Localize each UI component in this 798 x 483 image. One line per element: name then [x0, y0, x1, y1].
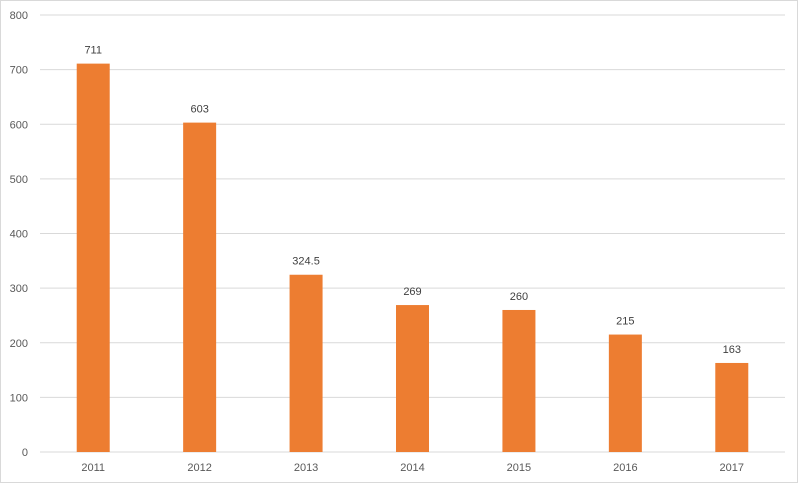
data-labels: 711 603 324.5 269 260 215 163 [84, 45, 741, 356]
bar-2014 [396, 305, 429, 452]
data-label-2017: 163 [723, 344, 741, 356]
y-tick-label: 600 [10, 119, 28, 131]
x-tick-label: 2016 [613, 462, 637, 474]
y-tick-label: 200 [10, 338, 28, 350]
x-tick-label: 2017 [720, 462, 744, 474]
y-tick-label: 400 [10, 229, 28, 241]
data-label-2013: 324.5 [292, 256, 320, 268]
y-tick-label: 100 [10, 392, 28, 404]
x-axis-ticks: 2011 2012 2013 2014 2015 2016 2017 [81, 462, 744, 474]
bar-2012 [183, 122, 217, 452]
data-label-2012: 603 [190, 104, 208, 116]
bar-2011 [76, 63, 110, 453]
y-tick-label: 300 [10, 283, 28, 295]
bars [76, 63, 749, 453]
y-tick-label: 0 [22, 447, 28, 459]
data-label-2011: 711 [84, 45, 102, 57]
x-tick-label: 2013 [294, 462, 318, 474]
x-tick-label: 2014 [400, 462, 424, 474]
data-label-2014: 269 [403, 286, 421, 298]
y-tick-label: 800 [10, 10, 28, 22]
y-tick-label: 700 [10, 65, 28, 77]
x-tick-label: 2012 [187, 462, 211, 474]
bar-2015 [502, 309, 536, 452]
data-label-2016: 215 [616, 316, 634, 328]
gridlines [40, 14, 785, 453]
x-tick-label: 2011 [81, 462, 105, 474]
bar-2017 [715, 362, 749, 452]
bar-2013 [289, 274, 323, 452]
x-tick-label: 2015 [507, 462, 531, 474]
y-tick-label: 500 [10, 174, 28, 186]
y-axis-ticks: 0 100 200 300 400 500 600 700 800 [10, 10, 28, 459]
bar-2016 [608, 334, 642, 452]
data-label-2015: 260 [510, 291, 528, 303]
